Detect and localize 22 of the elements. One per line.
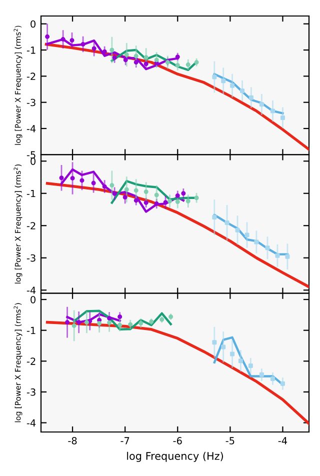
y-tick-label: -4 xyxy=(26,419,36,426)
y-tick-label: -3 xyxy=(26,98,36,106)
x-axis-title: log Frequency (Hz) xyxy=(127,452,223,462)
y-tick-label: 0 xyxy=(30,296,36,304)
y-tick-label: 0 xyxy=(30,158,36,165)
x-tick-label: -8 xyxy=(68,437,77,444)
y-tick-label: -2 xyxy=(26,358,36,365)
y-tick-label: -4 xyxy=(26,286,36,294)
x-tick-label: -7 xyxy=(120,437,130,444)
y-tick-label: -1 xyxy=(26,190,36,198)
y-tick-label: -2 xyxy=(26,72,36,80)
y-tick-label: -1 xyxy=(26,46,36,54)
y-tick-label: -4 xyxy=(26,125,36,132)
y-tick-label: -3 xyxy=(26,388,36,396)
x-tick-label: -4 xyxy=(278,437,288,444)
x-tick-label: -5 xyxy=(226,437,234,444)
y-tick-label: 0 xyxy=(30,20,36,28)
y-tick-label: -2 xyxy=(26,222,36,230)
x-tick-label: -6 xyxy=(173,437,182,444)
y-tick-label: -5 xyxy=(26,151,36,158)
y-tick-label: -1 xyxy=(26,326,36,334)
y-tick-label: -3 xyxy=(26,254,36,262)
